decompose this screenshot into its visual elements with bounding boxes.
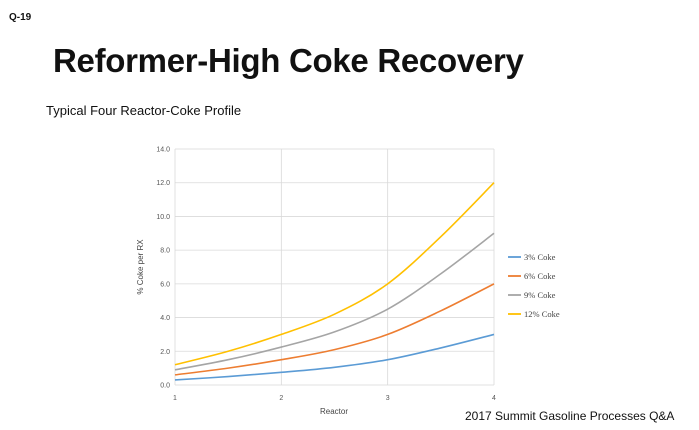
y-tick-label: 0.0	[160, 383, 170, 390]
slide-title: Reformer-High Coke Recovery	[53, 42, 524, 79]
grid-lines	[174, 148, 495, 386]
legend-label: 9% Coke	[524, 290, 556, 300]
x-tick-label: 1	[173, 395, 177, 402]
axis-ticks: 0.0 2.0 4.0 6.0 8.0 10.0 12.0 14.0 1 2 3 4	[156, 147, 496, 403]
series-line-1	[174, 333, 495, 381]
y-axis-title: % Coke per RX	[136, 239, 145, 295]
legend-label: 3% Coke	[524, 252, 556, 262]
x-tick-label: 3	[386, 395, 390, 402]
y-tick-label: 8.0	[160, 248, 170, 255]
legend: 3% Coke 6% Coke 9% Coke 12% Coke	[508, 252, 560, 319]
footer-note: 2017 Summit Gasoline Processes Q&A	[465, 409, 675, 423]
slide-id: Q-19	[9, 12, 32, 23]
series-line-3	[174, 232, 495, 371]
legend-label: 12% Coke	[524, 309, 560, 319]
series-line-4	[174, 182, 495, 366]
legend-label: 6% Coke	[524, 271, 556, 281]
y-tick-label: 12.0	[156, 180, 170, 187]
y-tick-label: 6.0	[160, 281, 170, 288]
y-tick-label: 14.0	[156, 147, 170, 154]
y-tick-label: 4.0	[160, 315, 170, 322]
series-lines	[174, 182, 495, 381]
slide-subtitle: Typical Four Reactor-Coke Profile	[46, 103, 242, 118]
y-tick-label: 2.0	[160, 349, 170, 356]
y-tick-label: 10.0	[156, 214, 170, 221]
x-tick-label: 2	[279, 395, 283, 402]
x-axis-title: Reactor	[320, 407, 348, 416]
x-tick-label: 4	[492, 395, 496, 402]
series-line-2	[174, 283, 495, 376]
